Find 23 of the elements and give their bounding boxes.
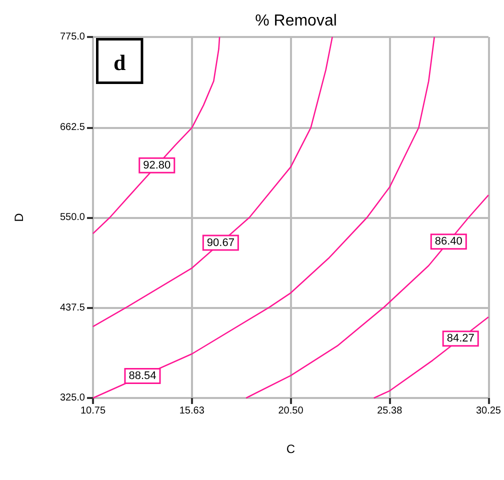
- x-tick-label: 15.63: [179, 406, 205, 416]
- annotation: d: [114, 50, 126, 75]
- series-label: 90.67: [206, 236, 234, 249]
- line-series: [92, 36, 435, 399]
- line-series: [245, 194, 490, 399]
- chart-title: % Removal: [255, 12, 337, 30]
- x-axis-title: C: [286, 442, 296, 456]
- line-series: [92, 36, 220, 234]
- x-tick-label: 25.38: [377, 406, 403, 416]
- y-tick-label: 662.5: [60, 122, 86, 133]
- x-tick-label: 10.75: [80, 406, 106, 416]
- y-tick-label: 775.0: [60, 32, 86, 42]
- x-tick-label: 30.25: [476, 406, 502, 416]
- line-series: [92, 36, 333, 328]
- y-tick-label: 437.5: [60, 302, 86, 314]
- series-label: 84.27: [446, 332, 474, 345]
- y-tick-label: 550.0: [60, 212, 86, 223]
- y-tick-label: 325.0: [60, 392, 86, 404]
- x-tick-label: 20.50: [278, 406, 304, 416]
- y-axis-title: D: [12, 212, 26, 222]
- series-label: 86.40: [434, 236, 462, 248]
- series-label: 88.54: [128, 370, 156, 382]
- series-label: 92.80: [143, 159, 171, 172]
